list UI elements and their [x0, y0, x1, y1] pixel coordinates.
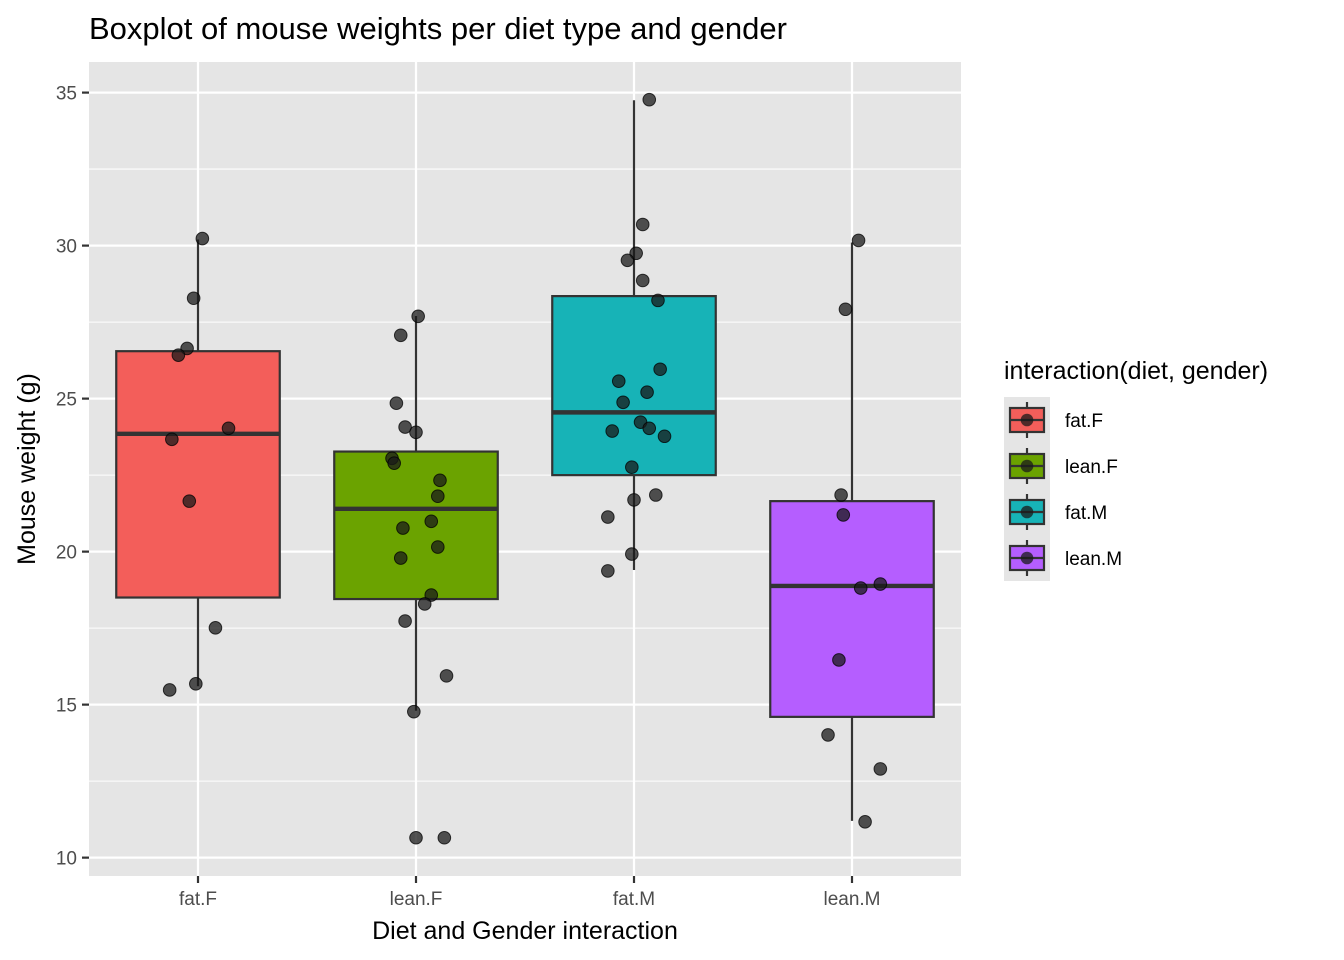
data-point: [627, 493, 641, 507]
data-point: [635, 273, 650, 288]
data-point: [389, 396, 404, 411]
data-point: [409, 425, 423, 440]
data-point: [431, 540, 445, 554]
legend: interaction(diet, gender) fat.F lean.F fat…: [1004, 357, 1268, 581]
legend-point: [1020, 551, 1034, 565]
data-point: [189, 677, 203, 691]
data-point: [411, 309, 425, 324]
x-tick-label: fat.F: [179, 889, 217, 910]
legend-label: fat.F: [1065, 411, 1103, 432]
legend-item-lean.M: lean.M: [1008, 540, 1122, 576]
points-layer: [162, 92, 888, 845]
legend-label: lean.M: [1065, 549, 1122, 570]
legend-label: fat.M: [1065, 503, 1107, 524]
data-point: [393, 551, 408, 565]
data-point: [873, 577, 888, 591]
data-point: [651, 293, 665, 308]
data-point: [186, 291, 201, 306]
data-point: [851, 233, 866, 248]
data-point: [221, 421, 236, 436]
x-axis-title: Diet and Gender interaction: [372, 917, 678, 945]
box-lean.M: [769, 242, 935, 821]
data-point: [439, 669, 454, 683]
box-body: [115, 350, 281, 599]
chart-title: Boxplot of mouse weights per diet type a…: [89, 11, 787, 46]
x-tick-label: fat.M: [613, 889, 655, 910]
data-point: [605, 424, 620, 438]
data-point: [601, 510, 615, 524]
data-point: [649, 488, 663, 502]
legend-item-fat.F: fat.F: [1008, 402, 1103, 438]
y-tick-label: 30: [56, 237, 77, 258]
box-body: [769, 500, 935, 718]
data-point: [625, 547, 639, 561]
data-point: [635, 217, 650, 232]
data-point: [424, 514, 439, 529]
data-point: [601, 564, 615, 578]
data-point: [616, 395, 630, 410]
data-point: [642, 92, 657, 107]
data-point: [431, 489, 445, 504]
data-point: [611, 374, 626, 388]
data-point: [821, 728, 835, 742]
y-tick-label: 10: [56, 849, 77, 870]
y-axis-title: Mouse weight (g): [13, 373, 41, 565]
box-fat.F: [115, 239, 281, 687]
legend-title: interaction(diet, gender): [1004, 357, 1268, 385]
data-point: [162, 683, 177, 697]
y-tick-label: 15: [56, 696, 77, 717]
legend-label: lean.F: [1065, 457, 1118, 478]
data-point: [838, 302, 853, 317]
data-point: [195, 231, 210, 246]
data-point: [832, 653, 846, 667]
box-body: [333, 450, 499, 601]
x-tick-label: lean.M: [823, 889, 880, 910]
x-tick-label: lean.F: [390, 889, 443, 910]
box-lean.F: [333, 315, 499, 711]
data-point: [625, 460, 639, 474]
data-point: [433, 473, 447, 488]
data-point: [640, 385, 654, 399]
data-point: [396, 521, 410, 535]
data-point: [171, 348, 186, 362]
data-point: [620, 253, 635, 268]
legend-point: [1020, 459, 1034, 473]
data-point: [407, 704, 421, 719]
legend-point: [1020, 505, 1034, 519]
data-point: [165, 432, 179, 447]
y-axis: 10 15 20 25 30 35: [56, 84, 89, 870]
data-point: [653, 362, 667, 377]
data-point: [834, 488, 848, 502]
data-point: [409, 830, 423, 845]
data-point: [657, 429, 672, 444]
data-point: [387, 456, 402, 470]
data-point: [208, 621, 223, 635]
data-point: [182, 494, 197, 508]
boxes-layer: [115, 100, 935, 821]
data-point: [642, 421, 657, 436]
data-point: [398, 420, 412, 434]
x-axis: fat.F lean.F fat.M lean.M: [179, 876, 881, 910]
box-fat.M: [551, 100, 717, 570]
data-point: [398, 614, 412, 628]
legend-item-fat.M: fat.M: [1008, 494, 1107, 530]
box-body: [551, 295, 717, 477]
y-tick-label: 20: [56, 543, 77, 564]
data-point: [873, 762, 888, 776]
data-point: [437, 830, 452, 845]
data-point: [393, 328, 408, 343]
data-point: [417, 597, 432, 611]
data-point: [858, 815, 872, 829]
legend-point: [1020, 413, 1034, 427]
legend-item-lean.F: lean.F: [1008, 448, 1118, 484]
y-tick-label: 25: [56, 390, 77, 411]
y-tick-label: 35: [56, 84, 77, 105]
data-point: [836, 508, 851, 522]
data-point: [853, 581, 868, 595]
